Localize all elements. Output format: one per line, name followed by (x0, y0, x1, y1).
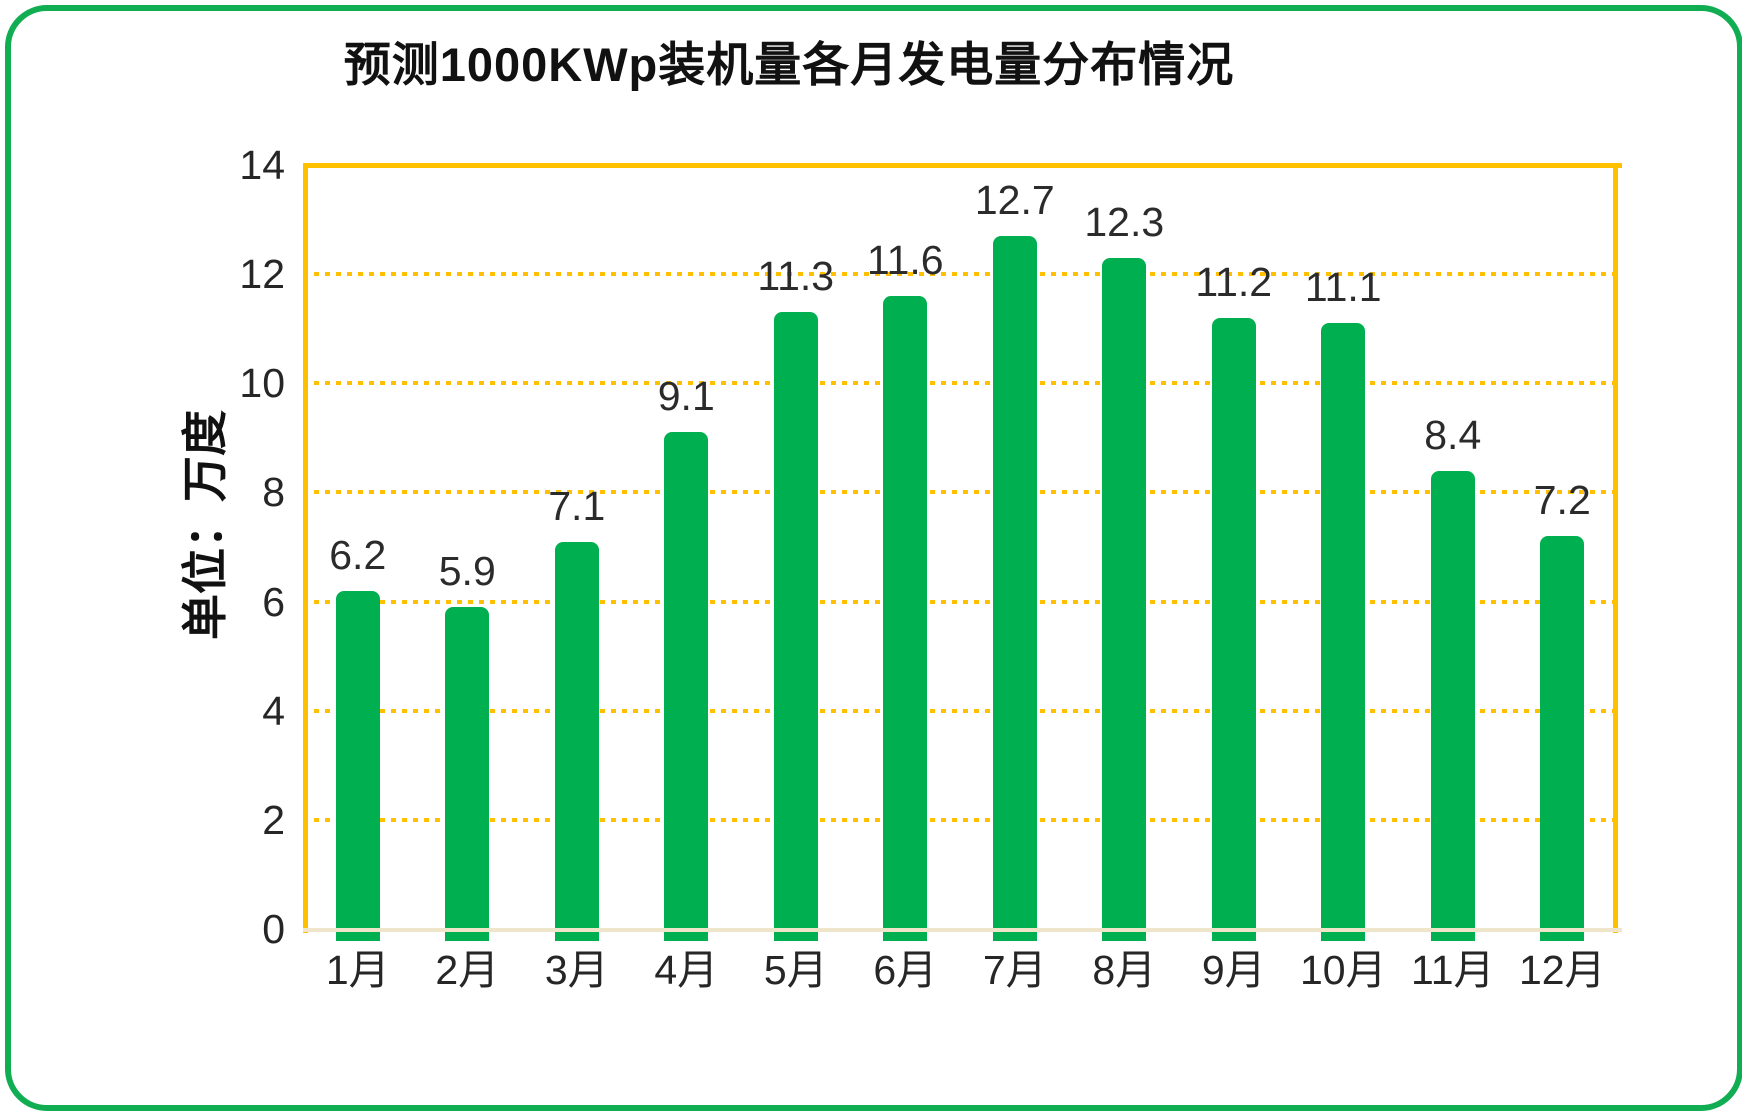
x-tick-label-5月: 5月 (763, 947, 828, 993)
y-tick-label-4: 4 (262, 687, 285, 734)
gridline-4 (303, 708, 1617, 713)
bar-value-label: 12.7 (974, 176, 1055, 223)
plot-right-border (1613, 163, 1618, 933)
bar-value-label: 7.2 (1533, 477, 1591, 524)
bar-11月 (1430, 470, 1475, 941)
bar-2月 (445, 607, 490, 941)
y-tick-label-0: 0 (262, 906, 285, 952)
bar-5月 (773, 312, 818, 941)
bar-8月 (1102, 257, 1147, 941)
x-tick-label-3月: 3月 (544, 947, 609, 993)
x-tick-label-2月: 2月 (435, 947, 500, 993)
gridline-8 (303, 490, 1617, 495)
bar-4月 (664, 432, 709, 941)
x-tick-label-6月: 6月 (873, 947, 938, 993)
x-tick-label-8月: 8月 (1092, 947, 1157, 993)
x-tick-label-7月: 7月 (982, 947, 1047, 993)
x-tick-label-10月: 10月 (1299, 947, 1387, 993)
gridline-2 (303, 817, 1617, 822)
y-tick-label-6: 6 (262, 578, 285, 625)
y-tick-label-10: 10 (239, 360, 285, 407)
bar-6月 (883, 295, 928, 941)
bar-value-label: 11.1 (1304, 264, 1382, 311)
y-tick-label-2: 2 (262, 796, 285, 843)
bar-3月 (554, 541, 599, 941)
chart-title: 预测1000KWp装机量各月发电量分布情况 (343, 38, 1235, 91)
bar-value-label: 9.1 (657, 373, 715, 420)
bar-value-label: 11.6 (866, 236, 944, 283)
bar-12月 (1540, 536, 1585, 941)
bar-value-label: 7.1 (548, 482, 606, 529)
gridline-10 (303, 381, 1617, 386)
x-tick-label-12月: 12月 (1518, 947, 1606, 993)
x-axis-baseline (303, 928, 1622, 932)
bar-value-label: 6.2 (329, 531, 387, 578)
y-tick-label-12: 12 (239, 251, 285, 298)
bar-9月 (1211, 317, 1256, 941)
bar-value-label: 11.3 (757, 253, 835, 300)
bar-7月 (992, 235, 1037, 941)
x-tick-label-11月: 11月 (1410, 947, 1495, 993)
bar-value-label: 11.2 (1195, 258, 1273, 305)
bar-10月 (1321, 323, 1366, 941)
y-axis-line (303, 163, 308, 933)
x-tick-label-9月: 9月 (1201, 947, 1266, 993)
y-tick-label-14: 14 (239, 142, 285, 188)
x-tick-label-1月: 1月 (325, 947, 390, 993)
bar-value-label: 5.9 (438, 548, 496, 595)
bar-value-label: 12.3 (1084, 198, 1165, 245)
gridline-6 (303, 599, 1617, 604)
y-tick-label-8: 8 (262, 469, 285, 516)
bar-1月 (335, 590, 380, 941)
plot-top-border (303, 163, 1622, 168)
gridline-12 (303, 272, 1617, 277)
x-tick-label-4月: 4月 (654, 947, 719, 993)
bar-value-label: 8.4 (1424, 411, 1482, 458)
